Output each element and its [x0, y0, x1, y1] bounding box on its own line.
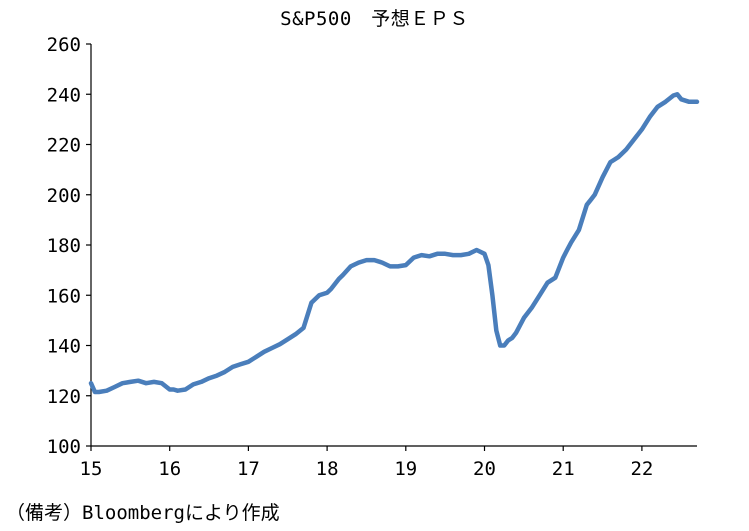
source-note: （備考）Bloombergにより作成 — [6, 502, 280, 524]
x-tick-label: 20 — [473, 458, 496, 480]
x-tick-label: 22 — [630, 458, 653, 480]
y-tick-label: 260 — [47, 34, 81, 56]
y-tick-label: 220 — [47, 135, 81, 157]
y-axis-ticks: 100 120 140 160 180 200 220 240 260 — [47, 34, 91, 458]
x-tick-label: 21 — [552, 458, 575, 480]
chart-axes — [90, 44, 697, 447]
eps-series-line — [88, 92, 700, 395]
y-tick-label: 240 — [47, 84, 81, 106]
x-axis-ticks: 15 16 17 18 19 20 21 22 — [80, 446, 653, 480]
chart-title: S&P500 予想ＥＰＳ — [280, 8, 469, 30]
x-tick-label: 15 — [80, 458, 103, 480]
y-tick-label: 200 — [47, 185, 81, 207]
y-tick-label: 120 — [47, 386, 81, 408]
y-tick-label: 100 — [47, 436, 81, 458]
plot-area — [88, 92, 700, 395]
y-tick-label: 180 — [47, 235, 81, 257]
x-tick-label: 18 — [316, 458, 339, 480]
x-tick-label: 17 — [237, 458, 260, 480]
y-tick-label: 140 — [47, 336, 81, 358]
x-tick-label: 16 — [158, 458, 181, 480]
x-tick-label: 19 — [394, 458, 417, 480]
y-tick-label: 160 — [47, 285, 81, 307]
